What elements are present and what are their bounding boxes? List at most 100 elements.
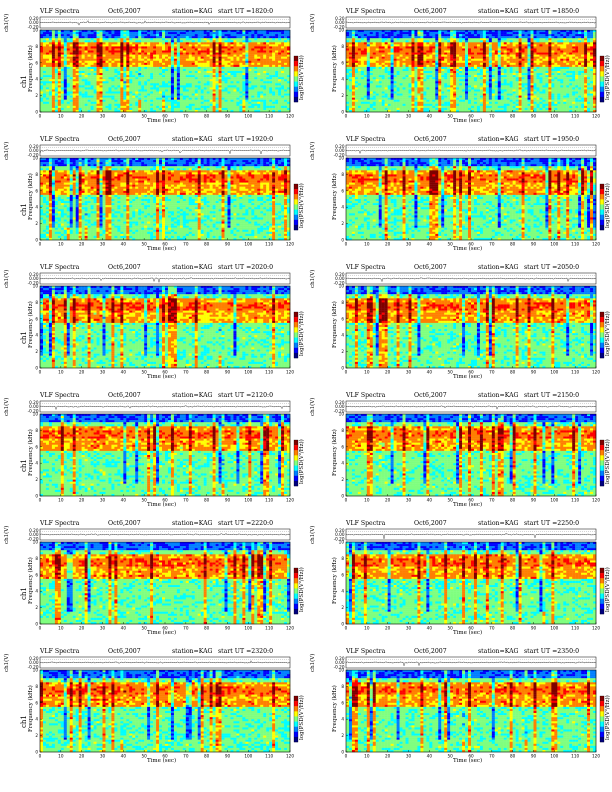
spectrogram-cell [257, 77, 261, 80]
spectrogram-cell [159, 32, 163, 35]
spectrogram-cell [435, 79, 439, 82]
spectrogram-cell [117, 99, 121, 102]
spectrogram-cell [387, 32, 391, 35]
spectrogram-cell [162, 66, 166, 70]
spectrogram-cell [173, 97, 178, 100]
spectrogram-cell [360, 87, 365, 90]
spectrogram-cell [194, 58, 198, 61]
spectrogram-cell [390, 62, 394, 66]
spectrogram-cell [224, 66, 228, 70]
spectrogram-cell [129, 36, 133, 39]
spectrogram-cell [206, 68, 210, 72]
spectrogram-cell [447, 46, 451, 49]
spectrogram-cell [182, 101, 187, 104]
spectrogram-cell [242, 64, 246, 68]
spectrogram-cell [266, 52, 270, 55]
spectrogram-cell [57, 50, 62, 53]
spectrogram-cell [159, 66, 163, 70]
spectrogram-cell [369, 30, 373, 33]
spectrogram-cell [170, 38, 175, 41]
spectrogram-cell [387, 64, 391, 68]
spectrogram-cell [236, 87, 240, 90]
spectrogram-cell [215, 91, 219, 94]
spectrogram-cell [165, 75, 169, 78]
spectrogram-cell [363, 54, 368, 57]
spectrogram-cell [351, 64, 356, 68]
spectrogram-cell [396, 83, 400, 86]
spectrogram-cell [54, 52, 59, 55]
spectrogram-cell [411, 48, 415, 51]
spectrogram-cell [384, 93, 388, 96]
spectrogram-cell [450, 44, 454, 47]
spectrogram-cell [287, 99, 291, 102]
spectrogram-cell [263, 50, 267, 53]
spectrogram-cell [153, 54, 157, 57]
spectrogram-cell [117, 73, 121, 76]
spectrogram-cell [170, 58, 175, 61]
spectrogram-cell [206, 36, 210, 39]
spectrogram-cell [117, 36, 121, 39]
spectrogram-cell [435, 62, 439, 66]
spectrogram-cell [393, 54, 397, 57]
spectrogram-cell [182, 30, 187, 33]
spectrogram-cell [215, 38, 219, 41]
spectrogram-cell [227, 105, 231, 109]
spectrogram-cell [135, 85, 139, 88]
spectrogram-cell [75, 93, 79, 96]
spectrogram-cell [48, 44, 53, 47]
spectrogram-cell [66, 107, 70, 111]
spectrogram-cell [48, 75, 53, 78]
spectrogram-cell [414, 105, 418, 109]
spectrogram-cell [239, 42, 243, 45]
spectrogram-cell [257, 34, 261, 37]
spectrogram-cell [81, 101, 85, 104]
spectrogram-cell [66, 93, 70, 96]
spectrogram-cell [242, 36, 246, 39]
spectrogram-cell [129, 75, 133, 78]
spectrogram-cell [441, 107, 445, 111]
spectrogram-cell [191, 42, 195, 45]
spectrogram-cell [138, 54, 142, 57]
spectrogram-cell [354, 95, 359, 98]
spectrogram-cell [42, 91, 47, 94]
spectrogram-cell [435, 66, 439, 70]
spectrogram-cell [453, 32, 457, 35]
spectrogram-cell [90, 38, 94, 41]
spectrogram-cell [399, 75, 403, 78]
spectrogram-cell [212, 83, 216, 86]
spectrogram-cell [66, 89, 70, 92]
spectrogram-cell [233, 93, 237, 96]
spectrogram-cell [390, 48, 394, 51]
spectrogram-cell [99, 83, 103, 86]
spectrogram-cell [182, 40, 187, 43]
spectrogram-cell [438, 50, 442, 53]
panel-title: VLF Spectra [40, 8, 79, 15]
spectrogram-cell [42, 97, 47, 100]
spectrogram-cell [230, 46, 234, 49]
spectrogram-cell [266, 46, 270, 49]
spectrogram-cell [390, 87, 394, 90]
spectrogram-cell [123, 91, 127, 94]
spectrogram-cell [75, 79, 79, 82]
spectrogram-cell [278, 109, 282, 113]
spectrogram-cell [150, 95, 154, 98]
spectrogram-cell [129, 64, 133, 68]
spectrogram-cell [126, 73, 130, 76]
spectrogram-cell [206, 95, 210, 98]
spectrogram-cell [45, 36, 50, 39]
spectrogram-cell [105, 109, 109, 113]
spectrogram-cell [191, 40, 195, 43]
spectrogram-cell [147, 77, 151, 80]
spectrogram-cell [51, 38, 56, 41]
spectrogram-cell [360, 109, 365, 113]
spectrogram-cell [272, 60, 276, 63]
spectrogram-cell [251, 71, 255, 74]
spectrogram-cell [396, 93, 400, 96]
spectrogram-cell [54, 42, 59, 45]
spectrogram-cell [218, 91, 222, 94]
spectrogram-cell [399, 40, 403, 43]
spectrogram-cell [257, 30, 261, 33]
spectrogram-cell [357, 91, 362, 94]
spectrogram-cell [135, 93, 139, 96]
spectrogram-cell [135, 66, 139, 70]
